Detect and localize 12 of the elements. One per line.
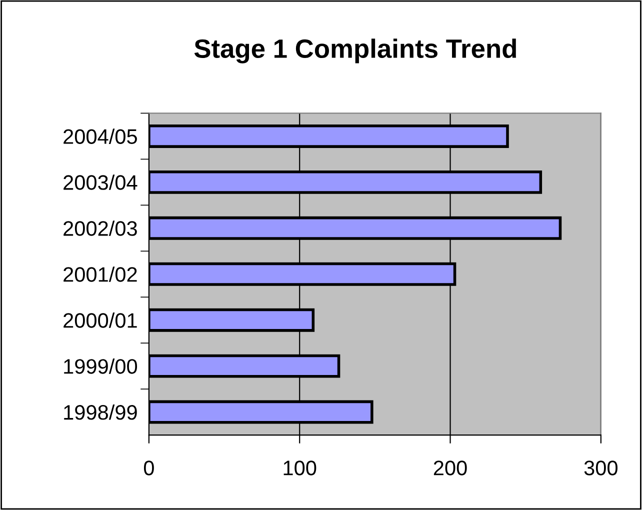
y-tick-label: 2003/04 — [64, 174, 138, 190]
x-tick-label: 0 — [144, 460, 154, 476]
y-tick-label: 2002/03 — [64, 220, 137, 236]
chart-title: Stage 1 Complaints Trend — [194, 38, 516, 64]
x-tick-label: 200 — [434, 460, 467, 476]
y-tick-label: 1999/00 — [64, 358, 138, 374]
y-tick-label: 2001/02 — [64, 266, 137, 282]
y-tick-label: 2004/05 — [64, 128, 137, 144]
y-tick-label: 1998/99 — [64, 404, 137, 420]
x-tick-label: 100 — [284, 460, 316, 476]
x-tick-label: 300 — [584, 460, 618, 476]
y-tick-label: 2000/01 — [64, 312, 137, 328]
